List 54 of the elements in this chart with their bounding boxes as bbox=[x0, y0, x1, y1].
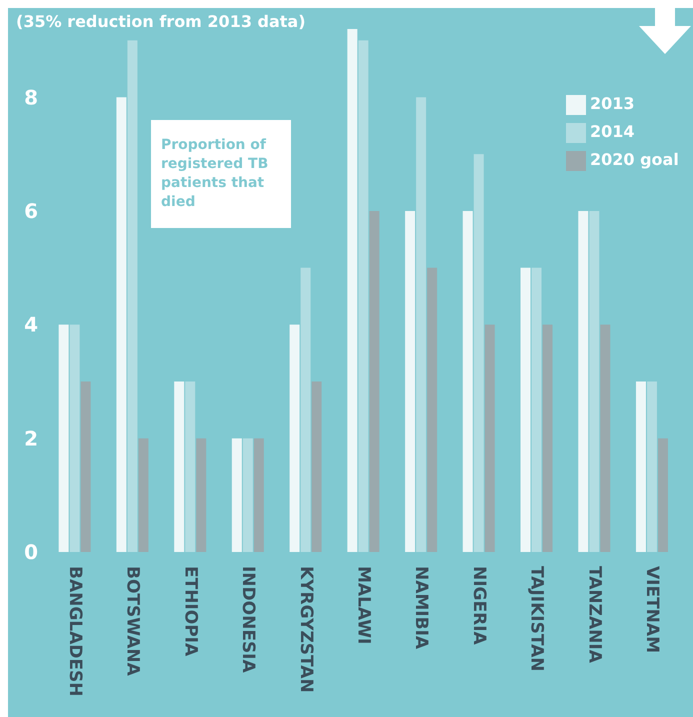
bar bbox=[520, 268, 531, 552]
x-tick-label: BOTSWANA bbox=[122, 566, 143, 677]
bar bbox=[600, 324, 610, 552]
bar bbox=[70, 324, 80, 552]
x-tick-label: ETHIOPIA bbox=[180, 566, 200, 657]
bar bbox=[127, 40, 138, 552]
bar bbox=[358, 40, 368, 552]
bar bbox=[484, 324, 495, 552]
bar bbox=[290, 324, 300, 552]
bar bbox=[58, 324, 69, 552]
x-tick-label: TANZANIA bbox=[584, 566, 604, 664]
bar bbox=[254, 438, 264, 552]
legend-label: 2014 bbox=[590, 122, 635, 141]
bar bbox=[300, 268, 311, 552]
bar bbox=[174, 381, 184, 552]
bar bbox=[589, 210, 600, 552]
note-card: Proportion of registered TB patients that died bbox=[151, 120, 291, 228]
bar bbox=[232, 438, 242, 552]
x-tick-label: MALAWI bbox=[354, 566, 374, 644]
x-tick-label: NAMIBIA bbox=[411, 566, 432, 650]
bar bbox=[185, 381, 196, 552]
bar bbox=[416, 97, 426, 552]
y-tick-label: 6 bbox=[24, 199, 38, 224]
bar bbox=[312, 381, 322, 552]
y-tick-label: 8 bbox=[24, 85, 38, 110]
bar bbox=[80, 381, 91, 552]
bar bbox=[542, 324, 553, 552]
x-tick-label: NIGERIA bbox=[468, 566, 489, 646]
x-tick-label: INDONESIA bbox=[238, 566, 258, 674]
y-tick-label: 4 bbox=[24, 312, 38, 337]
bar bbox=[658, 438, 668, 552]
bar bbox=[636, 381, 646, 552]
bar bbox=[347, 29, 358, 552]
legend-label: 2020 goal bbox=[590, 150, 679, 169]
bar bbox=[242, 438, 253, 552]
bar bbox=[405, 210, 416, 552]
bar bbox=[646, 381, 657, 552]
chart-title: (35% reduction from 2013 data) bbox=[16, 12, 306, 31]
legend-label: 2013 bbox=[590, 94, 635, 113]
x-tick-label: TAJIKISTAN bbox=[526, 566, 547, 672]
x-tick-label: VIETNAM bbox=[642, 566, 662, 653]
x-tick-label: BANGLADESH bbox=[64, 566, 85, 696]
bar bbox=[196, 438, 206, 552]
y-tick-label: 2 bbox=[24, 426, 38, 450]
x-tick-label: KYRGYZSTAN bbox=[296, 566, 316, 693]
bar bbox=[116, 97, 126, 552]
bar bbox=[138, 438, 148, 552]
y-tick-label: 0 bbox=[24, 540, 38, 564]
bar bbox=[578, 210, 588, 552]
bar bbox=[462, 210, 473, 552]
bar bbox=[369, 210, 380, 552]
bar bbox=[474, 154, 484, 552]
bar bbox=[532, 268, 542, 552]
bar bbox=[427, 268, 438, 552]
